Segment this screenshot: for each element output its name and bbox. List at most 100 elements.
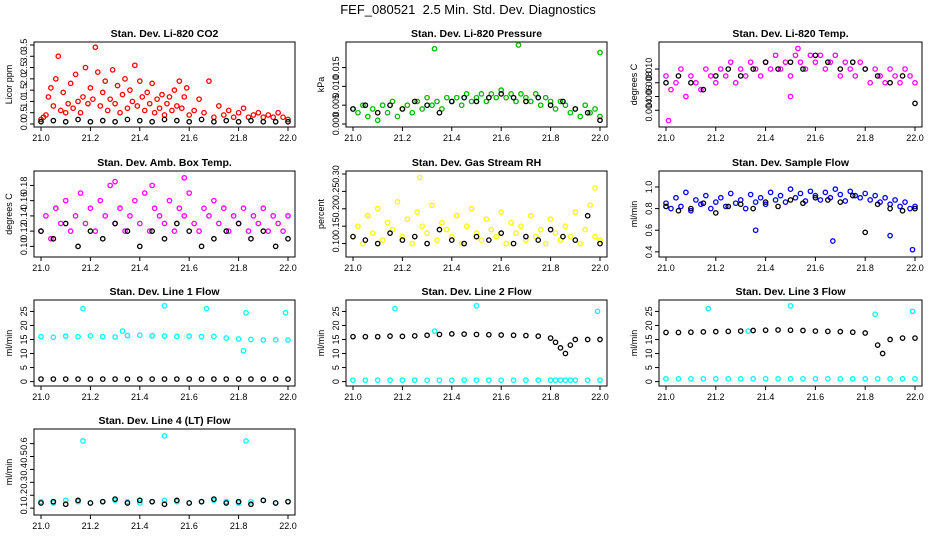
- data-point-all: [77, 190, 84, 196]
- y-tick-label: 0: [644, 379, 654, 384]
- data-point-subset: [812, 194, 819, 201]
- data-point-all: [87, 332, 94, 339]
- data-point-all: [211, 333, 217, 340]
- data-point-all: [752, 227, 759, 234]
- data-point-all: [149, 332, 155, 339]
- data-point-subset: [149, 376, 155, 382]
- data-point-all: [424, 377, 430, 384]
- data-point-subset: [663, 203, 669, 210]
- data-point-all: [498, 209, 505, 216]
- data-point-subset: [837, 66, 844, 72]
- data-point-all: [812, 192, 819, 199]
- data-point-subset: [62, 118, 69, 125]
- x-tick-label: 21.4: [443, 263, 461, 273]
- data-point-subset: [473, 98, 480, 105]
- x-tick-label: 21.4: [443, 392, 461, 402]
- data-point-all: [107, 96, 114, 103]
- plot-frame: [33, 428, 296, 516]
- data-point-subset: [552, 339, 559, 346]
- plot-frame: [345, 41, 608, 128]
- data-point-subset: [725, 203, 732, 210]
- y-axis-label: ml/min: [316, 330, 326, 357]
- panel-title: Stan. Dev. Sample Flow: [732, 157, 850, 169]
- data-point-all: [807, 188, 814, 195]
- data-point-all: [260, 337, 267, 343]
- data-point-all: [60, 89, 67, 96]
- data-point-all: [717, 194, 724, 201]
- data-point-all: [862, 375, 869, 382]
- data-point-subset: [887, 79, 893, 86]
- data-point-all: [523, 377, 529, 384]
- data-point-all: [62, 109, 69, 116]
- data-point-all: [424, 230, 430, 236]
- data-point-all: [832, 186, 839, 192]
- data-point-subset: [387, 230, 393, 236]
- y-tick-label: 0: [331, 379, 341, 384]
- data-point-all: [842, 59, 849, 66]
- data-point-all: [577, 113, 584, 120]
- data-point-all: [424, 94, 430, 101]
- data-point-all: [230, 114, 237, 121]
- y-tick-label: 0.6: [644, 224, 654, 237]
- data-point-all: [508, 91, 514, 97]
- data-point-subset: [510, 332, 517, 339]
- data-point-all: [67, 80, 74, 87]
- data-point-all: [431, 45, 438, 52]
- plot-frame: [658, 170, 923, 258]
- data-point-subset: [535, 94, 542, 101]
- data-point-all: [255, 220, 262, 227]
- data-point-all: [862, 190, 869, 197]
- data-point-all: [762, 201, 769, 208]
- data-point-all: [592, 233, 598, 240]
- data-point-subset: [862, 66, 869, 72]
- data-point-all: [174, 103, 180, 109]
- data-point-all: [737, 375, 744, 382]
- panel-4: Stan. Dev. Amb. Box Temp. 21.0 21.2 21.4 21.…: [4, 157, 297, 273]
- x-tick-label: 22.0: [906, 392, 924, 402]
- data-point-subset: [597, 240, 603, 247]
- data-point-all: [688, 73, 694, 79]
- data-point-all: [877, 73, 883, 79]
- data-point-all: [493, 94, 500, 101]
- data-point-all: [201, 205, 207, 212]
- data-point-subset: [161, 501, 168, 508]
- data-point-all: [812, 375, 819, 382]
- y-tick-label: 15: [644, 334, 654, 344]
- data-point-all: [572, 209, 579, 216]
- data-point-all: [807, 52, 814, 59]
- data-point-all: [416, 174, 423, 181]
- x-tick-label: 21.2: [82, 521, 100, 531]
- data-point-subset: [285, 235, 291, 242]
- data-point-subset: [362, 237, 369, 243]
- data-point-all: [707, 205, 714, 212]
- data-point-all: [817, 52, 824, 59]
- x-tick-label: 21.8: [856, 392, 874, 402]
- data-point-subset: [149, 498, 155, 505]
- data-point-subset: [824, 59, 831, 66]
- data-point-subset: [50, 117, 57, 124]
- data-point-subset: [50, 498, 57, 505]
- data-point-subset: [572, 106, 579, 112]
- data-point-all: [668, 86, 674, 93]
- data-point-subset: [112, 220, 118, 227]
- data-point-all: [547, 216, 554, 223]
- data-point-all: [166, 197, 173, 204]
- panel-title: Stan. Dev. Line 4 (LT) Flow: [98, 415, 231, 427]
- data-point-all: [171, 87, 178, 93]
- data-point-all: [592, 185, 598, 191]
- data-point-all: [498, 377, 505, 384]
- data-point-all: [483, 216, 490, 223]
- data-point-all: [792, 52, 799, 59]
- y-tick-label: 0: [19, 379, 29, 384]
- panel-6: Stan. Dev. Sample Flow 21.0 21.2 21.4 21.6 21…: [629, 157, 924, 273]
- data-point-subset: [260, 497, 267, 504]
- data-point-subset: [812, 328, 819, 334]
- data-point-all: [235, 109, 242, 116]
- data-point-all: [782, 59, 789, 66]
- data-point-subset: [99, 498, 106, 505]
- data-point-all: [513, 230, 519, 236]
- data-point-all: [817, 197, 824, 203]
- x-tick-label: 21.6: [807, 133, 825, 143]
- data-point-all: [567, 233, 574, 240]
- y-tick-label: 0.8: [644, 202, 654, 215]
